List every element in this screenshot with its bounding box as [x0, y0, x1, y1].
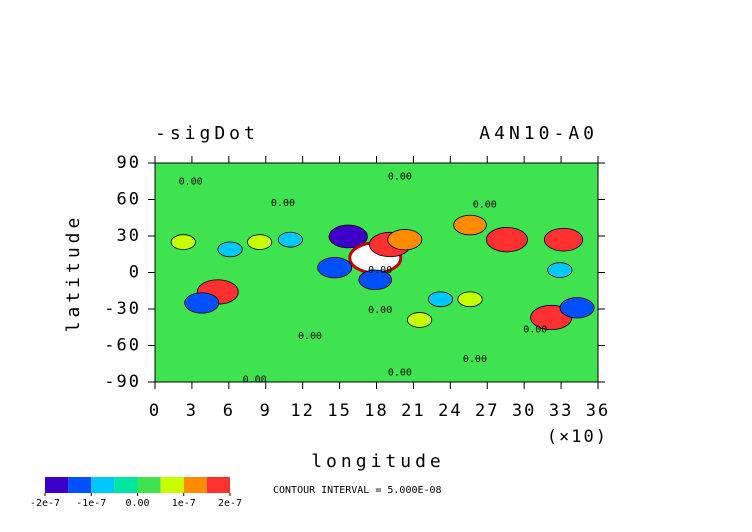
field: 0.00 0.00 0.00 0.00 0.00 0.00 0.00 0.00 0.00 0.00…: [155, 163, 598, 386]
contour-region: [485, 227, 528, 253]
colorbar-label: 0.00: [125, 498, 149, 509]
contour-interval: CONTOUR INTERVAL = 5.000E-08: [273, 485, 442, 496]
contour-label: 0.00: [179, 176, 203, 187]
contour-region: [170, 234, 196, 250]
x-tick-label: 12: [290, 401, 314, 421]
contour-label: 0.00: [368, 305, 392, 316]
y-tick-label: 0: [129, 263, 141, 283]
colorbar-cell: [160, 477, 184, 493]
x-tick-label: 24: [438, 401, 462, 421]
contour-region: [217, 241, 243, 258]
contour-region: [358, 269, 393, 291]
axes: 0 3 6 9 12 15 18 21 24 27 30 33 36-90-60-300306090-2…: [30, 153, 610, 509]
contour-label: 0.00: [473, 199, 497, 210]
x-tick-label: 6: [223, 401, 235, 421]
y-tick-label: -30: [104, 299, 141, 319]
colorbar-cell: [183, 477, 207, 493]
contour-region: [317, 257, 353, 279]
x-tick-label: 0: [149, 401, 161, 421]
x-tick-label: 33: [549, 401, 573, 421]
x-tick-label: 15: [327, 401, 351, 421]
colorbar-cell: [45, 477, 69, 493]
contour-label: 0.00: [463, 354, 487, 365]
contour-region: [328, 224, 368, 249]
x-tick-label: 9: [260, 401, 272, 421]
y-tick-label: 30: [117, 226, 141, 246]
y-tick-label: -90: [104, 372, 141, 392]
y-tick-label: 90: [117, 153, 141, 173]
x-axis-label: longitude: [311, 451, 445, 472]
y-tick-label: -60: [104, 336, 141, 356]
title-right: A4N10-A0: [479, 123, 598, 144]
x-tick-label: 27: [475, 401, 499, 421]
contour-region: [453, 214, 487, 236]
colorbar-label: 2e-7: [218, 498, 242, 509]
y-tick-label: 60: [117, 190, 141, 210]
colorbar-label: -1e-7: [76, 498, 106, 509]
colorbar-cell: [114, 477, 138, 493]
contour-label: 0.00: [298, 331, 322, 342]
contour-label: 0.00: [523, 325, 547, 336]
colorbar-label: 1e-7: [172, 498, 196, 509]
contour-label: 0.00: [368, 265, 392, 276]
contour-region: [559, 297, 595, 319]
contour-region: [184, 292, 220, 314]
colorbar-cell: [206, 477, 230, 493]
contour-label: 0.00: [243, 375, 267, 386]
colorbar-cell: [137, 477, 161, 493]
contour-region: [543, 227, 584, 252]
contour-region: [547, 262, 573, 278]
contour-region: [387, 229, 423, 251]
y-axis-label: latitude: [63, 214, 84, 333]
colorbar-cell: [68, 477, 92, 493]
contour-region: [406, 312, 433, 328]
x-tick-label: 21: [401, 401, 425, 421]
x-scale-note: (×10): [547, 427, 608, 447]
contour-label: 0.00: [271, 198, 295, 209]
contour-region: [246, 234, 273, 250]
contour-label: 0.00: [388, 171, 412, 182]
x-tick-label: 30: [512, 401, 536, 421]
x-tick-label: 3: [186, 401, 198, 421]
contour-region: [457, 291, 483, 308]
title-left: -sigDot: [155, 123, 259, 144]
contour-label: 0.00: [388, 367, 412, 378]
x-tick-label: 36: [586, 401, 610, 421]
contour-region: [427, 291, 454, 308]
x-tick-label: 18: [364, 401, 388, 421]
colorbar-label: -2e-7: [30, 498, 60, 509]
contour-region: [277, 231, 303, 248]
colorbar-cell: [91, 477, 115, 493]
